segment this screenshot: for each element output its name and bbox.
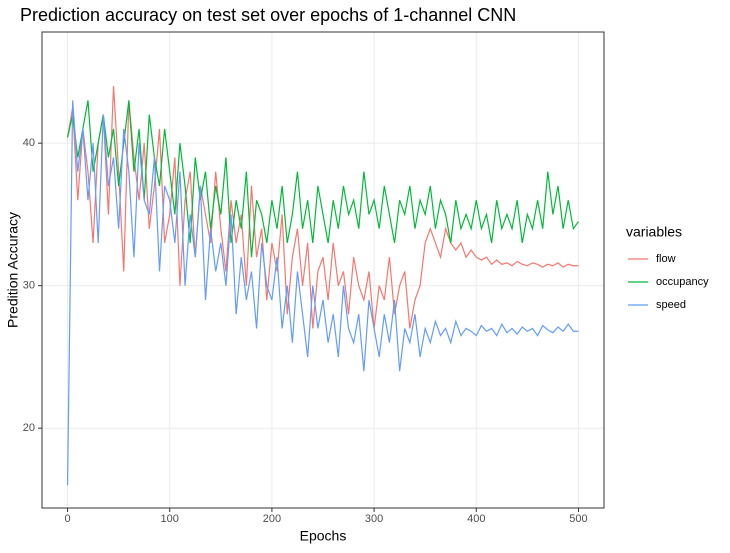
x-tick-label: 0 bbox=[64, 513, 70, 525]
panel-border bbox=[41, 31, 605, 509]
y-tick-label: 20 bbox=[23, 422, 35, 434]
x-tick-label: 100 bbox=[161, 513, 179, 525]
grid bbox=[42, 32, 604, 508]
y-tick-label: 40 bbox=[23, 137, 35, 149]
legend-label: speed bbox=[656, 299, 686, 311]
x-tick-label: 300 bbox=[365, 513, 383, 525]
x-tick-label: 500 bbox=[569, 513, 587, 525]
series-line bbox=[66, 86, 579, 329]
lines bbox=[66, 86, 579, 486]
x-axis-label: Epochs bbox=[300, 528, 347, 544]
legend-label: occupancy bbox=[656, 276, 709, 288]
legend-title: variables bbox=[626, 224, 682, 240]
series-line bbox=[66, 100, 579, 486]
x-tick-label: 400 bbox=[467, 513, 485, 525]
chart-title: Prediction accuracy on test set over epo… bbox=[20, 5, 516, 25]
legend-label: flow bbox=[656, 253, 676, 265]
y-tick-label: 30 bbox=[23, 280, 35, 292]
series-line bbox=[66, 100, 579, 258]
y-axis-label: Predition Accuracy bbox=[5, 212, 21, 328]
x-tick-label: 200 bbox=[263, 513, 281, 525]
